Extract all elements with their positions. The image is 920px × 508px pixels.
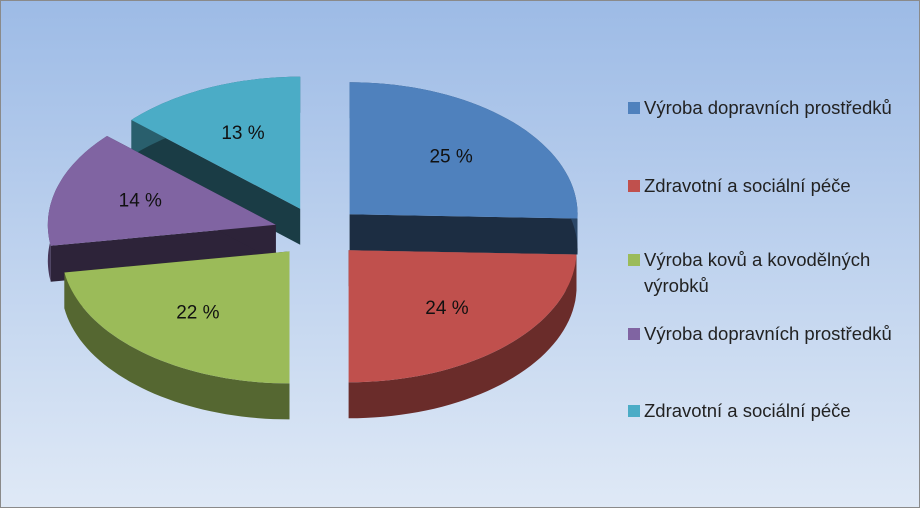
slice — [348, 250, 577, 419]
data-label: 13 % — [221, 123, 264, 144]
legend-label: Zdravotní a sociální péče — [644, 400, 851, 421]
slice-top — [47, 136, 276, 246]
slice — [131, 76, 301, 245]
slice — [47, 136, 276, 282]
data-label: 14 % — [119, 190, 162, 211]
legend-item: Zdravotní a sociální péče — [628, 398, 903, 424]
slice-wall — [64, 272, 290, 420]
legend-label: Zdravotní a sociální péče — [644, 175, 851, 196]
data-label: 25 % — [429, 146, 472, 167]
slice-top — [349, 82, 578, 219]
legend-swatch — [628, 254, 640, 266]
legend-swatch — [628, 328, 640, 340]
data-label: 22 % — [176, 303, 219, 324]
legend-swatch — [628, 405, 640, 417]
slice-top — [131, 76, 301, 209]
legend-item: Výroba dopravních prostředků — [628, 95, 903, 121]
legend-item: Zdravotní a sociální péče — [628, 173, 903, 199]
legend-label: Výroba dopravních prostředků — [644, 97, 892, 118]
slice-side — [131, 120, 301, 245]
slice-side — [349, 214, 578, 255]
slice — [349, 82, 578, 255]
slice-side — [50, 224, 276, 282]
legend-label: Výroba dopravních prostředků — [644, 323, 892, 344]
legend-swatch — [628, 102, 640, 114]
legend-item: Výroba kovů a kovodělných výrobků — [628, 247, 903, 299]
slice-top — [348, 250, 577, 383]
data-label: 24 % — [425, 298, 468, 319]
legend-label: Výroba kovů a kovodělných výrobků — [644, 249, 871, 296]
slice-top — [64, 251, 290, 384]
slice-wall — [348, 254, 577, 419]
legend-item: Výroba dopravních prostředků — [628, 321, 903, 347]
legend-swatch — [628, 180, 640, 192]
slice — [64, 251, 290, 420]
